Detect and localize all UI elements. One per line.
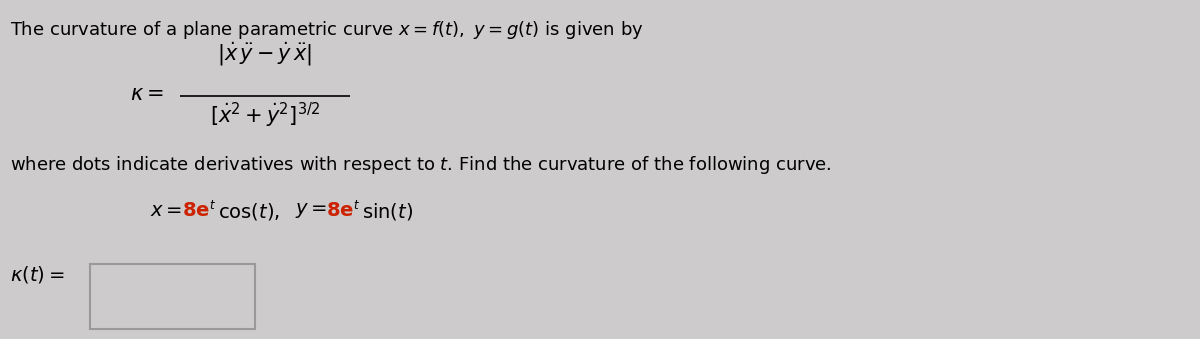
Text: $|\dot{x}\,\ddot{y} - \dot{y}\,\ddot{x}|$: $|\dot{x}\,\ddot{y} - \dot{y}\,\ddot{x}|…	[217, 40, 313, 68]
Text: $\kappa =$: $\kappa =$	[130, 84, 163, 104]
Text: The curvature of a plane parametric curve $x = f(t),\ y = g(t)$ is given by: The curvature of a plane parametric curv…	[10, 19, 643, 41]
Text: $\mathbf{8e}$: $\mathbf{8e}$	[326, 201, 354, 220]
Text: $^t$: $^t$	[209, 201, 216, 219]
Text: $y = $: $y = $	[295, 201, 328, 220]
Text: where dots indicate derivatives with respect to $t$. Find the curvature of the f: where dots indicate derivatives with res…	[10, 154, 832, 176]
Text: $\kappa(t) =$: $\kappa(t) =$	[10, 264, 65, 285]
Text: $\mathrm{sin}(t)$: $\mathrm{sin}(t)$	[362, 201, 413, 222]
Bar	[90, 264, 256, 329]
Text: $\mathbf{8e}$: $\mathbf{8e}$	[182, 201, 210, 220]
Text: $[\dot{x}^2 + \dot{y}^2]^{3/2}$: $[\dot{x}^2 + \dot{y}^2]^{3/2}$	[210, 101, 320, 130]
Text: $x = $: $x = $	[150, 201, 182, 220]
Text: $^t$: $^t$	[353, 201, 360, 219]
Text: $\mathrm{cos}(t),$: $\mathrm{cos}(t),$	[218, 201, 280, 222]
